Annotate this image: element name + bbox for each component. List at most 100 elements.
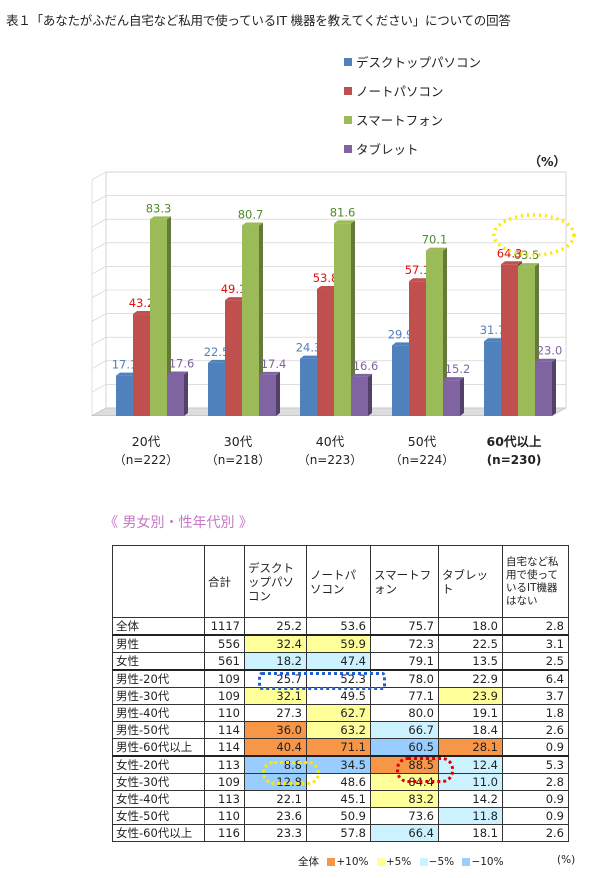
bar-3 bbox=[351, 376, 368, 416]
bar-top bbox=[334, 220, 355, 224]
value-cell: 57.8 bbox=[306, 824, 371, 842]
swatch-light-blue bbox=[419, 858, 428, 866]
gridline-depth bbox=[91, 313, 107, 322]
row-label: 全体 bbox=[112, 617, 205, 636]
bar-3 bbox=[259, 374, 276, 416]
gridline-depth bbox=[91, 218, 107, 228]
bar-top bbox=[259, 371, 280, 375]
gridline-depth bbox=[91, 195, 107, 204]
value-cell: 8.8 bbox=[244, 755, 307, 774]
value-cell: 63.2 bbox=[306, 721, 371, 739]
value-cell: 66.4 bbox=[370, 824, 439, 842]
bar-1 bbox=[225, 300, 242, 416]
legend-swatch bbox=[344, 145, 352, 153]
data-label: 83.3 bbox=[146, 201, 172, 215]
value-cell: 66.7 bbox=[370, 721, 439, 739]
category-label: 60代以上 bbox=[487, 434, 542, 449]
value-cell: 3.7 bbox=[502, 687, 569, 705]
unit-note: （%） bbox=[528, 154, 566, 169]
legend-minus5: −5% bbox=[428, 856, 455, 868]
value-cell: 23.3 bbox=[244, 824, 307, 842]
bar-side bbox=[552, 358, 556, 416]
bar-top bbox=[484, 338, 505, 342]
table-row: 女性 561 18.2 47.4 79.1 13.5 2.5 bbox=[112, 652, 569, 671]
value-cell: 3.1 bbox=[502, 634, 569, 653]
data-table: 合計 デスクトップパソコン ノートパソコン スマートフォン タブレット 自宅など… bbox=[112, 545, 569, 842]
row-label: 男性-30代 bbox=[112, 687, 205, 705]
category-count-label: （n=222） bbox=[114, 453, 179, 467]
category-count-label: （n=224） bbox=[390, 453, 455, 467]
category-label: 30代 bbox=[224, 434, 253, 449]
legend-swatch bbox=[344, 58, 352, 66]
value-cell: 59.9 bbox=[306, 634, 371, 653]
value-cell: 36.0 bbox=[244, 721, 307, 739]
header-cell: ノートパソコン bbox=[306, 545, 371, 618]
bar-top bbox=[443, 377, 464, 381]
table-heading: 《 男女別・性年代別 》 bbox=[104, 515, 253, 531]
value-cell: 78.0 bbox=[370, 669, 439, 688]
value-cell: 23.9 bbox=[438, 687, 503, 705]
bar-side bbox=[259, 222, 263, 416]
category-count-label: （n=223） bbox=[298, 453, 363, 467]
data-label: 53.8 bbox=[313, 271, 339, 285]
value-cell: 49.5 bbox=[306, 687, 371, 705]
legend-plus5: +5% bbox=[385, 856, 412, 868]
total-cell: 113 bbox=[204, 755, 245, 774]
category-count-label: (n=230) bbox=[487, 453, 542, 467]
gridline-depth bbox=[91, 336, 107, 346]
value-cell: 77.1 bbox=[370, 687, 439, 705]
row-label: 男性-50代 bbox=[112, 721, 205, 739]
bar-1 bbox=[501, 264, 518, 416]
value-cell: 62.7 bbox=[306, 704, 371, 722]
bar-top bbox=[208, 359, 229, 363]
bar-top bbox=[535, 358, 556, 362]
table-row: 女性-30代 109 12.8 48.6 84.4 11.0 2.8 bbox=[112, 773, 569, 791]
value-cell: 2.6 bbox=[502, 824, 569, 842]
value-cell: 5.3 bbox=[502, 755, 569, 774]
value-cell: 2.6 bbox=[502, 721, 569, 739]
legend-label: ノートパソコン bbox=[356, 84, 444, 99]
value-cell: 32.1 bbox=[244, 687, 307, 705]
gridline-depth bbox=[91, 360, 107, 369]
table-row: 男性-30代 109 32.1 49.5 77.1 23.9 3.7 bbox=[112, 687, 569, 705]
value-cell: 48.6 bbox=[306, 773, 371, 791]
bar-3 bbox=[535, 361, 552, 416]
bar-side bbox=[167, 216, 171, 416]
legend-label: デスクトップパソコン bbox=[356, 55, 481, 70]
value-cell: 53.6 bbox=[306, 617, 371, 636]
data-label: 80.7 bbox=[238, 208, 264, 222]
bar-top bbox=[501, 261, 522, 265]
category-count-label: （n=218） bbox=[206, 453, 271, 467]
value-cell: 75.7 bbox=[370, 617, 439, 636]
data-label: 15.2 bbox=[445, 362, 471, 376]
bar-top bbox=[409, 278, 430, 282]
value-cell: 73.6 bbox=[370, 807, 439, 825]
bar-0 bbox=[484, 341, 501, 416]
bar-top bbox=[392, 342, 413, 346]
bar-2 bbox=[426, 250, 443, 416]
bar-1 bbox=[133, 314, 150, 416]
value-cell: 18.2 bbox=[244, 652, 307, 671]
total-cell: 114 bbox=[204, 721, 245, 739]
total-cell: 113 bbox=[204, 790, 245, 808]
gridline-depth bbox=[91, 171, 107, 180]
bar-top bbox=[150, 216, 171, 220]
value-cell: 1.8 bbox=[502, 704, 569, 722]
bar-side bbox=[276, 371, 280, 416]
legend-swatch bbox=[344, 87, 352, 95]
total-cell: 114 bbox=[204, 738, 245, 757]
table-row: 女性-50代 110 23.6 50.9 73.6 11.8 0.9 bbox=[112, 807, 569, 825]
value-cell: 22.5 bbox=[438, 634, 503, 653]
value-cell: 18.0 bbox=[438, 617, 503, 636]
value-cell: 0.9 bbox=[502, 807, 569, 825]
value-cell: 50.9 bbox=[306, 807, 371, 825]
data-label: 23.0 bbox=[537, 344, 563, 358]
value-cell: 34.5 bbox=[306, 755, 371, 774]
bar-side bbox=[368, 373, 372, 416]
value-cell: 52.3 bbox=[306, 669, 371, 688]
table-unit-note: (%) bbox=[557, 854, 576, 866]
legend-minus10: −10% bbox=[471, 856, 504, 868]
data-label: 64.3 bbox=[497, 246, 523, 260]
data-label: 81.6 bbox=[330, 205, 356, 219]
value-cell: 0.9 bbox=[502, 790, 569, 808]
